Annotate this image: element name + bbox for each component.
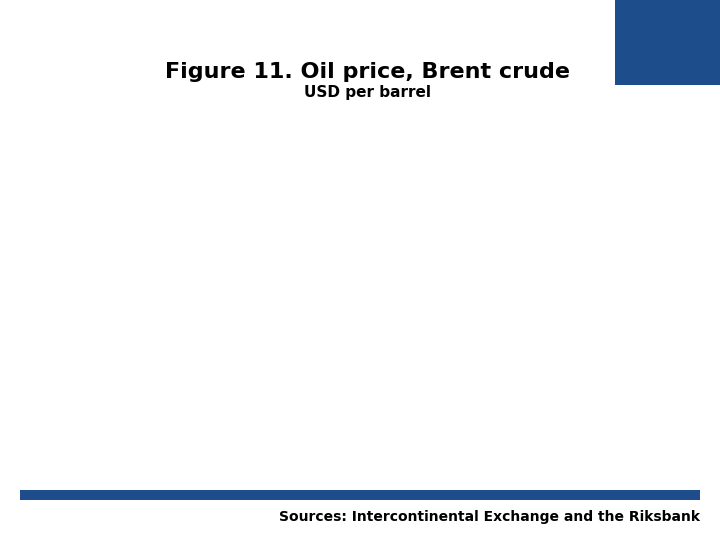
Circle shape — [665, 6, 670, 10]
Text: Sources: Intercontinental Exchange and the Riksbank: Sources: Intercontinental Exchange and t… — [279, 510, 700, 524]
Circle shape — [649, 10, 654, 14]
Circle shape — [684, 22, 691, 28]
Text: USD per barrel: USD per barrel — [304, 85, 431, 100]
Circle shape — [673, 8, 678, 11]
Circle shape — [657, 8, 662, 11]
Text: Figure 11. Oil price, Brent crude: Figure 11. Oil price, Brent crude — [165, 62, 570, 82]
Text: SVERIGES
RIKSBANK: SVERIGES RIKSBANK — [649, 63, 686, 75]
Circle shape — [644, 40, 651, 46]
Circle shape — [684, 40, 691, 46]
Circle shape — [681, 10, 685, 14]
Circle shape — [644, 22, 651, 28]
